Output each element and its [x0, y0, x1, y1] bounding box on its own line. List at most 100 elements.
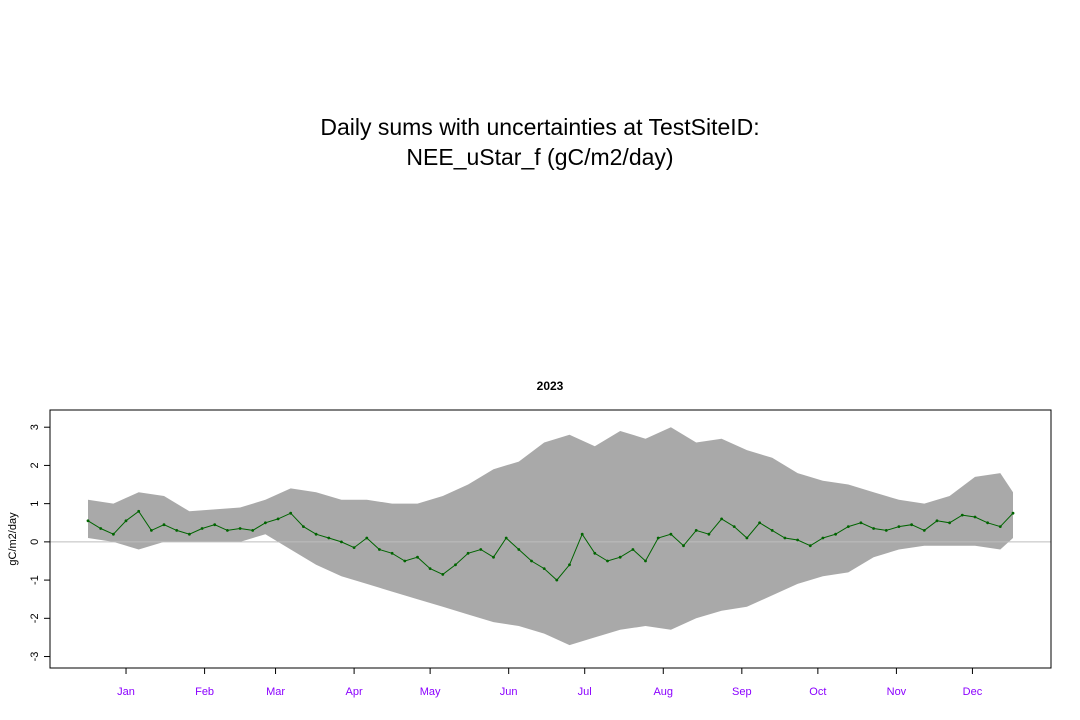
plot-frame [49, 409, 1052, 669]
daily-sum-point [694, 529, 698, 532]
x-tick-label: Jun [500, 686, 518, 698]
chart-subtitle: 2023 [537, 379, 564, 393]
daily-sum-point [264, 521, 267, 525]
daily-sum-point [99, 527, 103, 530]
x-tick-label: Jan [117, 686, 135, 698]
daily-sum-point [986, 521, 989, 525]
daily-sum-point [454, 563, 457, 567]
daily-sum-point [618, 555, 622, 559]
daily-sum-point [732, 525, 736, 528]
daily-sum-point [846, 525, 850, 528]
daily-sum-point [137, 509, 141, 513]
daily-sum-point [492, 555, 495, 559]
daily-sum-point [378, 548, 381, 551]
daily-sum-point [770, 529, 774, 532]
daily-sum-point [466, 551, 470, 555]
daily-sum-point [973, 515, 977, 519]
daily-sum-point [998, 525, 1002, 528]
daily-sum-point [682, 544, 685, 548]
daily-sum-point [897, 525, 901, 528]
daily-sum-point [834, 532, 837, 536]
daily-sum-point [162, 523, 166, 527]
daily-sum-point [568, 563, 571, 567]
daily-sum-point [365, 536, 369, 540]
daily-sum-point [555, 578, 559, 582]
daily-sum-point [403, 559, 407, 563]
daily-sum-line [87, 510, 1014, 581]
x-tick-label: Nov [887, 686, 907, 698]
daily-sum-point [314, 532, 318, 536]
daily-sum-point [960, 513, 964, 517]
daily-sum-point [593, 551, 597, 555]
x-tick-label: Aug [653, 686, 673, 698]
daily-sum-point [783, 536, 787, 540]
daily-sum-point [327, 536, 331, 540]
daily-sum-point [910, 523, 913, 527]
daily-sum-point [175, 529, 179, 532]
title-line-1: Daily sums with uncertainties at TestSit… [320, 114, 760, 140]
daily-sum-point [922, 529, 926, 532]
daily-sum-point [213, 523, 217, 527]
daily-sum-point [276, 517, 280, 521]
daily-sum-point [935, 519, 939, 523]
daily-sum-point [200, 527, 204, 530]
daily-sum-point [669, 532, 673, 536]
daily-sum-point [150, 529, 153, 532]
x-tick-label: Jul [578, 686, 592, 698]
daily-sum-point [416, 555, 419, 559]
page-title: Daily sums with uncertainties at TestSit… [0, 112, 1080, 172]
daily-sum-point [504, 536, 508, 540]
daily-sum-point [606, 559, 609, 563]
daily-sum-point [644, 559, 647, 563]
daily-sum-point [796, 538, 799, 542]
y-tick-label: 3 [29, 424, 41, 430]
y-tick-label: -1 [29, 575, 41, 585]
daily-sum-point [479, 548, 483, 551]
daily-sum-point [441, 573, 445, 576]
daily-sum-point [808, 544, 812, 548]
daily-sum-series-layer [86, 509, 1015, 582]
daily-sum-point [226, 529, 229, 532]
daily-sum-point [428, 567, 432, 570]
daily-sum-point [821, 536, 825, 540]
uncertainty-band [88, 427, 1013, 646]
title-line-2: NEE_uStar_f (gC/m2/day) [406, 144, 674, 170]
daily-sum-point [302, 525, 305, 528]
daily-sum-point [758, 521, 761, 525]
daily-sum-point [948, 521, 951, 525]
daily-sum-point [289, 511, 293, 515]
y-axis: -3 -2 -1 0 1 2 3 [29, 424, 50, 661]
daily-sum-point [707, 532, 711, 536]
daily-sum-point [859, 521, 863, 525]
daily-sum-point [86, 519, 90, 523]
y-tick-label: 0 [29, 539, 41, 545]
x-tick-label: Apr [346, 686, 363, 698]
x-tick-label: May [420, 686, 441, 698]
x-tick-label: Feb [195, 686, 214, 698]
daily-sum-point [352, 546, 356, 549]
daily-sum-point [390, 551, 394, 555]
daily-sum-point [656, 536, 660, 540]
daily-sum-point [580, 532, 584, 536]
daily-sum-point [745, 536, 749, 540]
daily-sum-point [884, 529, 888, 532]
y-tick-label: -2 [29, 613, 41, 623]
daily-sum-point [112, 532, 115, 536]
x-tick-label: Oct [809, 686, 826, 698]
x-axis: Jan Feb Mar Apr May Jun Jul Aug Sep Oct Nov Dec [117, 668, 983, 698]
daily-sum-point [530, 559, 533, 563]
x-tick-label: Mar [266, 686, 285, 698]
x-tick-label: Sep [732, 686, 752, 698]
daily-sum-point [517, 548, 521, 551]
x-tick-label: Dec [963, 686, 983, 698]
y-tick-label: 1 [29, 501, 41, 507]
daily-sum-point [631, 548, 635, 551]
y-tick-label: 2 [29, 462, 41, 468]
uncertainty-band-layer [88, 427, 1013, 646]
daily-sum-point [124, 519, 128, 523]
daily-sum-point [872, 527, 875, 530]
daily-sum-point [188, 532, 191, 536]
daily-sum-point [340, 540, 343, 544]
daily-sum-point [1011, 511, 1015, 515]
